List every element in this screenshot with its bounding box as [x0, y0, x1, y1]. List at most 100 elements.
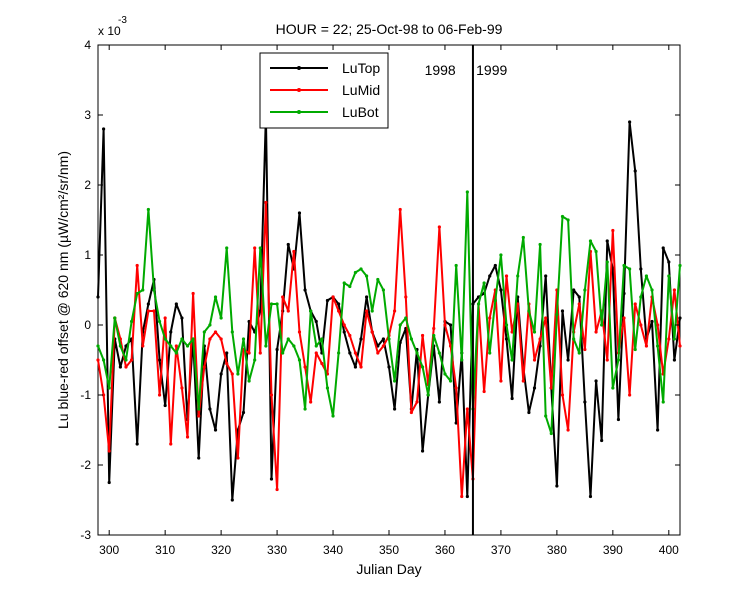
data-point-lumid	[107, 449, 111, 453]
data-point-lumid	[197, 414, 201, 418]
data-point-lutop	[241, 410, 246, 415]
data-point-lutop	[527, 410, 531, 415]
data-point-lubot	[560, 214, 565, 219]
y-axis-title: Lu blue-red offset @ 620 nm (µW/cm²/sr/n…	[55, 151, 71, 429]
data-point-lumid	[337, 309, 341, 313]
data-point-lumid	[213, 330, 218, 334]
x-tick-label: 310	[155, 543, 175, 557]
data-point-lubot	[225, 246, 229, 250]
data-point-lutop	[96, 295, 100, 299]
data-point-lumid	[516, 302, 520, 306]
data-point-lutop	[605, 239, 609, 243]
data-point-lubot	[376, 277, 380, 282]
data-point-lumid	[622, 316, 626, 320]
data-point-lumid	[225, 361, 229, 366]
data-point-lumid	[96, 358, 100, 362]
data-point-lubot	[331, 414, 335, 418]
data-point-lubot	[337, 351, 341, 355]
data-point-lubot	[527, 309, 531, 313]
data-point-lumid	[236, 456, 240, 460]
data-point-lumid	[672, 288, 677, 292]
data-point-lumid	[247, 351, 251, 355]
data-point-lutop	[572, 288, 576, 292]
data-point-lubot	[409, 337, 413, 341]
data-point-lubot	[443, 372, 447, 376]
data-point-lumid	[415, 400, 419, 404]
data-point-lubot	[465, 190, 469, 194]
data-point-lubot	[146, 207, 150, 212]
data-point-lubot	[482, 281, 486, 285]
data-point-lutop	[437, 400, 441, 404]
data-point-lubot	[404, 316, 408, 320]
data-point-lumid	[488, 316, 492, 320]
data-point-lumid	[532, 358, 537, 362]
data-point-lubot	[309, 309, 313, 313]
data-point-lumid	[163, 316, 167, 320]
data-point-lubot	[275, 302, 279, 306]
data-point-lutop	[639, 267, 643, 271]
data-point-lubot	[661, 400, 665, 404]
data-point-lutop	[107, 480, 111, 485]
data-point-lumid	[320, 361, 324, 366]
data-point-lutop	[510, 396, 514, 401]
data-point-lutop	[213, 428, 218, 432]
data-point-lutop	[387, 365, 391, 369]
data-point-lumid	[460, 494, 464, 499]
data-point-lumid	[185, 435, 190, 439]
data-point-lubot	[644, 274, 649, 278]
x-tick-label: 380	[547, 543, 567, 557]
data-point-lumid	[370, 330, 374, 334]
data-point-lumid	[656, 323, 660, 327]
data-point-lubot	[135, 291, 139, 296]
data-point-lubot	[594, 249, 598, 254]
data-point-lutop	[180, 316, 184, 320]
data-point-lutop	[560, 309, 565, 313]
series-lubot	[96, 190, 682, 436]
x-tick-label: 400	[659, 543, 679, 557]
data-point-lubot	[320, 337, 324, 341]
data-point-lubot	[118, 344, 122, 348]
data-point-lumid	[275, 487, 279, 492]
legend-label-lumid: LuMid	[342, 82, 380, 98]
data-point-lubot	[588, 239, 593, 243]
y-tick-label: 2	[84, 178, 91, 192]
data-point-lubot	[359, 267, 363, 271]
data-point-lubot	[169, 344, 173, 348]
data-point-lumid	[258, 351, 262, 355]
data-point-lubot	[437, 351, 441, 355]
data-point-lumid	[644, 344, 649, 348]
data-point-lutop	[342, 330, 346, 334]
data-point-lubot	[303, 407, 307, 411]
x-tick-label: 360	[435, 543, 455, 557]
data-point-lubot	[297, 358, 302, 362]
plot-frame	[97, 44, 681, 536]
data-point-lutop	[286, 242, 290, 247]
data-point-lutop	[124, 344, 128, 348]
data-point-lutop	[420, 449, 425, 453]
data-point-lutop	[197, 456, 201, 460]
data-point-lubot	[656, 344, 660, 348]
data-point-lutop	[392, 407, 397, 411]
data-point-lumid	[353, 351, 358, 355]
data-point-lubot	[577, 351, 581, 355]
data-point-lutop	[532, 386, 537, 390]
data-point-lumid	[611, 228, 615, 233]
data-point-lutop	[325, 298, 330, 303]
y-tick-label: 4	[84, 38, 91, 52]
data-point-lumid	[286, 309, 290, 313]
data-point-lubot	[493, 298, 497, 303]
data-point-lumid	[348, 333, 352, 338]
data-point-lutop	[465, 494, 469, 499]
data-point-lubot	[460, 358, 464, 362]
data-point-lubot	[253, 358, 257, 362]
data-point-lubot	[432, 333, 436, 338]
data-point-lutop	[269, 477, 274, 481]
data-point-lubot	[230, 330, 234, 334]
data-point-lumid	[281, 295, 285, 299]
data-point-lutop	[628, 120, 632, 124]
legend: LuTop LuMid LuBot	[259, 52, 389, 129]
data-point-lutop	[583, 400, 587, 404]
data-point-lubot	[197, 407, 201, 411]
data-point-lutop	[504, 337, 509, 341]
data-point-lubot	[392, 379, 397, 383]
